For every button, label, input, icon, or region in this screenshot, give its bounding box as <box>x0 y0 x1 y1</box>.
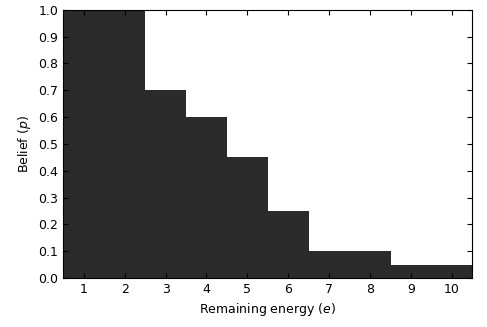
X-axis label: Remaining energy ($e$): Remaining energy ($e$) <box>199 301 337 318</box>
Y-axis label: Belief ($p$): Belief ($p$) <box>16 115 33 173</box>
